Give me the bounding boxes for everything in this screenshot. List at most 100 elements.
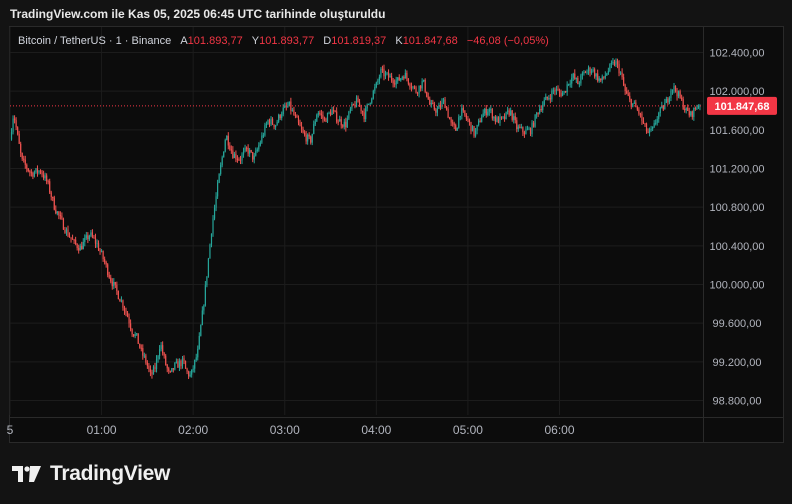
x-tick-label: 04:00 [361,423,391,437]
candle-body [662,105,664,110]
candle-body [281,114,283,119]
candle-body [421,81,423,89]
candle-body [265,123,268,126]
candle-body [645,123,648,132]
candle-body [508,110,510,115]
candle-body [151,371,153,375]
candle-body [694,107,696,109]
x-tick-label: 5 [7,423,14,437]
candle-body [592,69,594,72]
candle-body [38,170,40,173]
candle-body [30,172,32,174]
tradingview-logo-icon [12,466,41,482]
candle-body [380,68,382,77]
candle-body [394,83,396,85]
candle-body [609,64,611,72]
candle-body [53,197,55,210]
candle-body [687,107,689,111]
candle-body [284,105,286,108]
candle-body [253,155,255,160]
candle-body [468,119,471,122]
candle-body [595,73,597,77]
candle-body [358,102,361,106]
candle-body [88,235,90,240]
candle-body [386,72,388,74]
candle-body [613,61,616,66]
close-label: K [395,35,403,47]
candle-body [75,239,77,245]
candle-body [377,80,379,83]
candle-body [238,159,240,161]
candle-body [412,86,414,88]
candle-body [91,232,94,237]
candle-body [612,61,614,64]
candle-body [546,96,548,99]
candle-body [655,122,657,124]
candle-body [658,113,660,119]
candle-body [223,151,225,158]
candle-body [207,258,210,277]
candle-body [555,89,558,92]
candle-body [304,132,306,135]
candle-body [35,168,37,173]
candle-body [568,83,570,85]
candle-body [400,78,402,81]
candle-body [510,110,512,115]
candle-body [232,150,234,159]
tradingview-logo: TradingView [12,462,170,486]
candle-body [491,109,493,119]
candle-body [21,152,23,159]
candle-body [216,182,219,197]
candle-body [316,114,318,122]
candle-body [178,360,181,368]
candle-body [50,192,52,198]
candle-body [273,124,275,128]
candle-body [618,63,620,74]
candle-body [627,93,629,96]
candle-body [590,71,593,73]
candle-body [256,149,258,152]
candle-body [252,152,254,160]
candle-body [482,113,484,118]
candle-body [79,245,81,251]
candle-body [93,236,95,238]
candle-body [175,361,177,363]
candle-body [105,262,107,265]
candle-body [574,73,576,79]
candle-body [249,150,251,154]
candle-body [389,76,391,78]
candle-body [575,78,577,80]
candle-body [117,291,119,300]
candle-body [624,85,626,92]
candle-body [143,355,145,357]
candle-body [362,111,364,113]
candle-body [534,114,536,127]
candle-body [623,77,625,86]
candle-body [668,97,671,103]
candle-body [352,104,355,106]
candle-body [604,75,606,78]
candle-body [436,108,439,113]
candle-body [158,349,161,357]
candle-body [543,100,545,106]
candle-body [136,333,138,335]
candle-body [247,147,249,154]
candle-body [229,145,231,150]
candle-body [659,107,661,114]
candle-body [439,104,442,108]
candle-body [351,104,353,109]
candle-body [113,281,115,287]
candle-body [250,150,252,153]
candle-body [537,113,539,115]
candle-body [410,86,413,88]
symbol-label[interactable]: Bitcoin / TetherUS · 1 · Binance [18,35,172,47]
chart-caption: TradingView.com ile Kas 05, 2025 06:45 U… [10,7,386,21]
candle-body [371,98,373,103]
y-tick-label: 98.800,00 [713,396,762,408]
candle-body [177,361,179,368]
last-price-label: 101.847,68 [714,101,769,113]
candle-body [36,168,39,173]
candle-body [441,101,443,108]
chart-panel[interactable] [9,26,784,443]
